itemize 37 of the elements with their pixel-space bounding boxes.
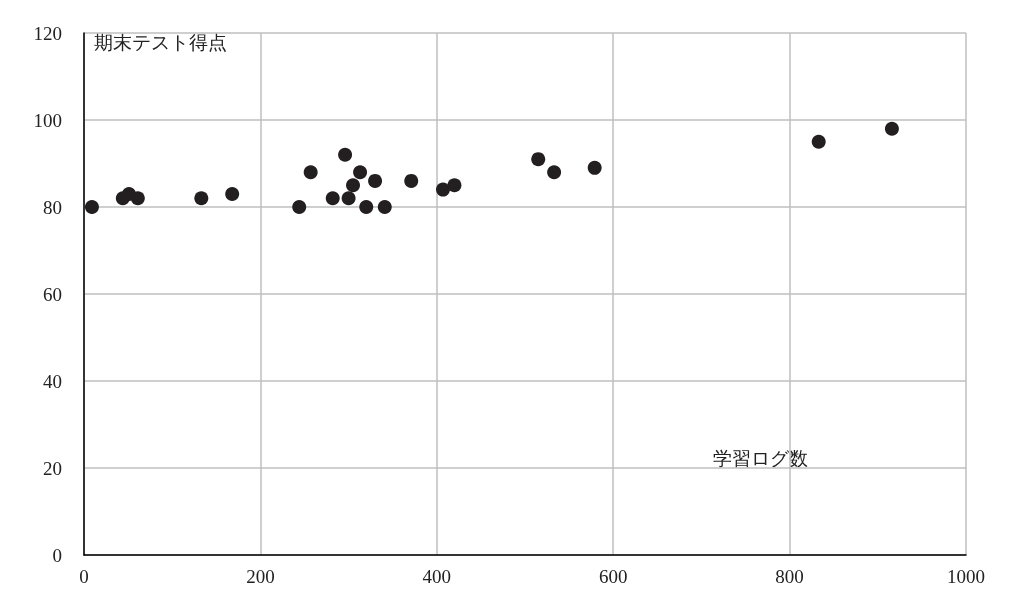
point [84, 200, 99, 214]
point [341, 191, 356, 206]
point [587, 160, 602, 175]
y-tick-label: 20 [43, 457, 62, 479]
point [325, 191, 340, 206]
y-tick-label: 100 [33, 109, 62, 131]
x-tick-label: 0 [79, 566, 89, 587]
point [377, 200, 392, 214]
x-tick-label: 800 [775, 566, 804, 587]
y-axis-title: 期末テスト得点 [94, 32, 227, 53]
point [346, 178, 361, 193]
point [303, 165, 318, 180]
point [884, 121, 899, 136]
point [292, 200, 307, 214]
y-tick-label: 120 [33, 22, 62, 44]
point [435, 182, 450, 197]
y-tick-label: 0 [52, 544, 62, 566]
point [353, 165, 368, 180]
x-tick-label: 200 [246, 566, 275, 587]
y-tick-label: 60 [43, 283, 62, 305]
point [547, 165, 562, 180]
point [447, 178, 462, 193]
point [130, 191, 145, 206]
point [359, 200, 374, 214]
point [811, 134, 826, 149]
point [338, 147, 353, 162]
point [368, 173, 383, 188]
x-tick-label: 1000 [947, 566, 985, 587]
point [531, 152, 546, 167]
y-tick-label: 40 [43, 370, 62, 392]
y-tick-label: 80 [43, 196, 62, 218]
point [194, 191, 209, 206]
x-axis-title: 学習ログ数 [713, 448, 808, 469]
x-tick-label: 600 [598, 566, 628, 587]
x-tick-label: 400 [422, 566, 452, 587]
point [225, 186, 240, 201]
point [404, 173, 419, 188]
